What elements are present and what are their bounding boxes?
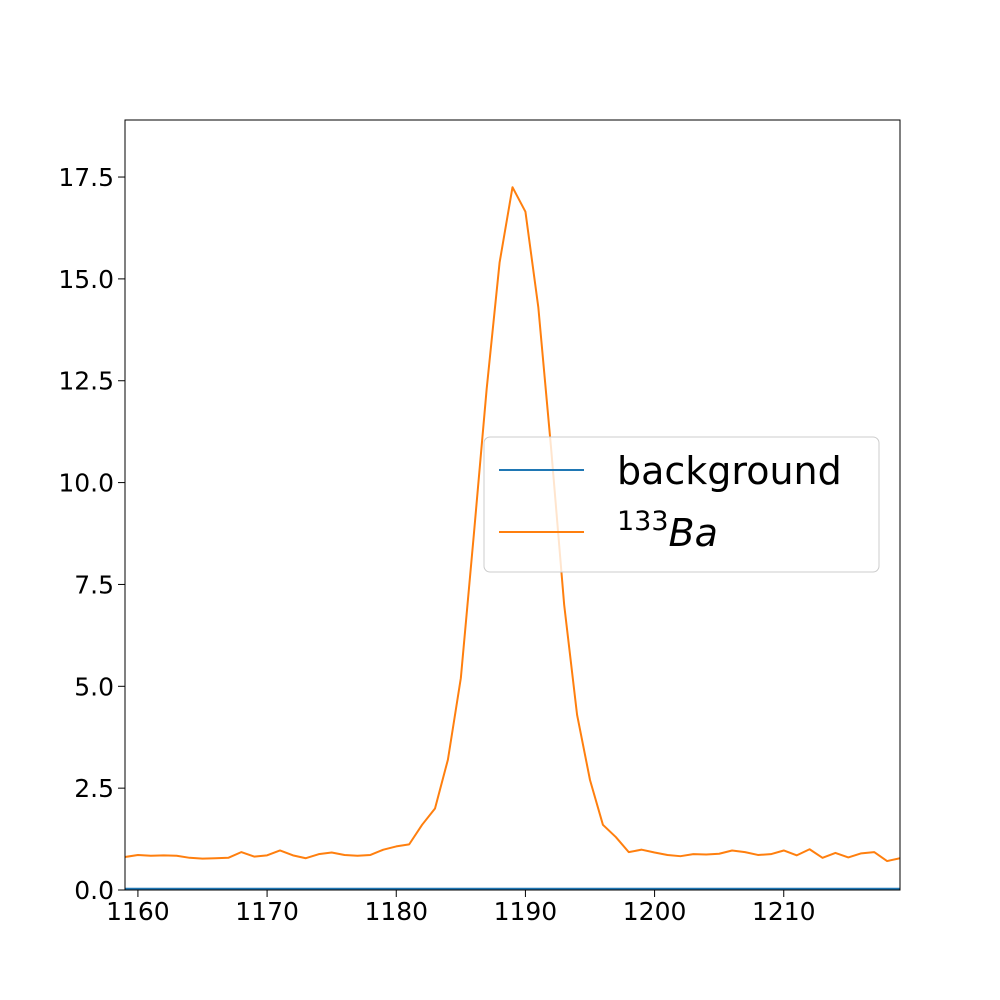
legend-label-background: background bbox=[617, 449, 842, 493]
legend-label-ba133-superscript: 133 bbox=[617, 506, 669, 537]
x-tick-label: 1200 bbox=[623, 897, 687, 926]
x-tick-label: 1180 bbox=[364, 897, 428, 926]
y-tick-label: 12.5 bbox=[58, 367, 114, 396]
x-axis: 1160 1170 1180 1190 1200 1210 bbox=[106, 890, 816, 926]
legend-label-ba133: 133Ba bbox=[617, 506, 718, 555]
series-line-ba133 bbox=[125, 186, 900, 863]
x-tick-label: 1210 bbox=[752, 897, 816, 926]
plot-frame bbox=[124, 119, 901, 891]
y-tick-label: 5.0 bbox=[74, 672, 114, 701]
y-tick-label: 17.5 bbox=[58, 163, 114, 192]
x-tick-label: 1170 bbox=[235, 897, 299, 926]
y-tick-label: 7.5 bbox=[74, 570, 114, 599]
y-tick-label: 0.0 bbox=[74, 876, 114, 905]
legend: background 133Ba bbox=[483, 436, 880, 573]
series-layer bbox=[125, 186, 900, 890]
x-tick-label: 1160 bbox=[106, 897, 170, 926]
x-tick-label: 1190 bbox=[494, 897, 558, 926]
y-axis: 0.0 2.5 5.0 7.5 10.0 12.5 15.0 17.5 bbox=[58, 163, 125, 905]
y-tick-label: 15.0 bbox=[58, 265, 114, 294]
legend-label-ba133-symbol: Ba bbox=[669, 511, 718, 555]
y-tick-label: 2.5 bbox=[74, 774, 114, 803]
y-tick-label: 10.0 bbox=[58, 469, 114, 498]
